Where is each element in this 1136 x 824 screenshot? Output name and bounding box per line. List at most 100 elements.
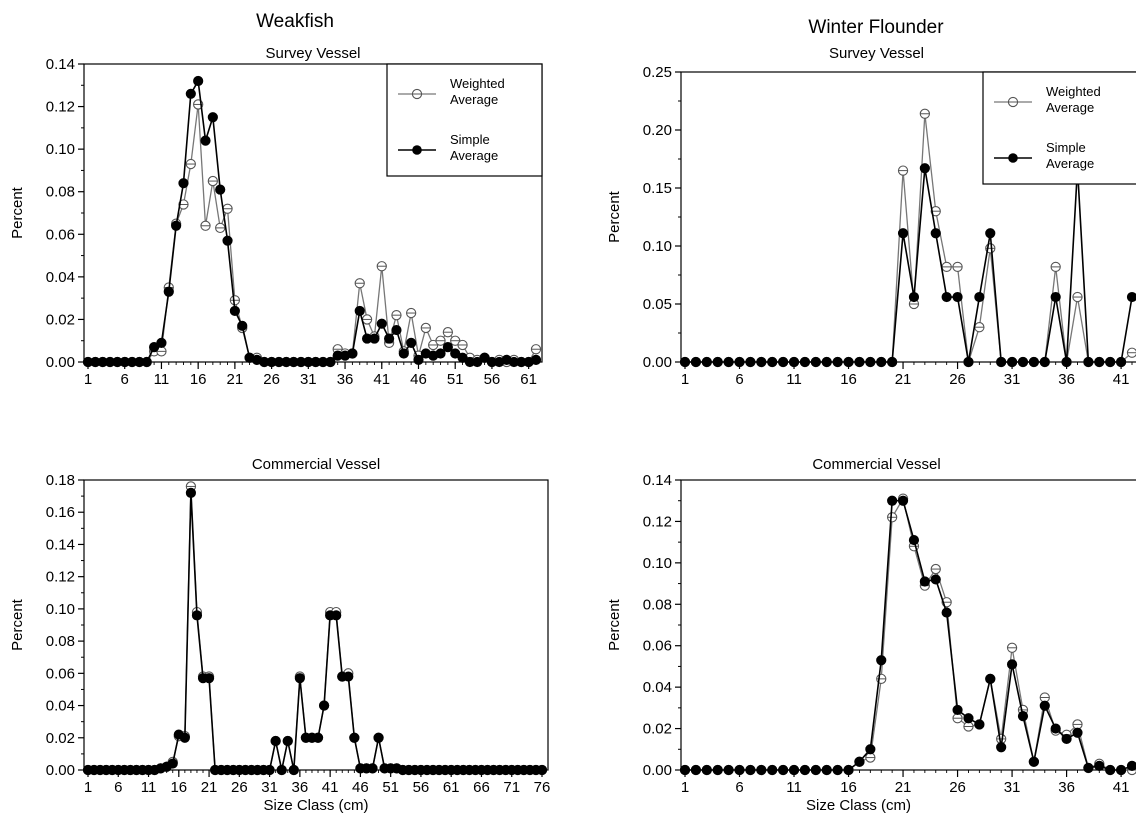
point-simple-average <box>810 764 821 776</box>
x-tick-label: 31 <box>1004 371 1021 388</box>
point-simple-average <box>530 354 542 365</box>
y-tick-label: 0.15 <box>643 180 672 197</box>
point-simple-average <box>897 228 909 239</box>
legend-label-weighted-2: Average <box>1046 100 1094 115</box>
x-tick-label: 26 <box>949 779 966 796</box>
point-simple-average <box>1061 733 1072 745</box>
x-tick-label: 56 <box>413 779 430 796</box>
series-line-weighted-average <box>685 496 1132 771</box>
x-tick-label: 41 <box>1113 779 1130 796</box>
chart-panel-3: Commercial Vessel 0.00 0.02 0.04 0.06 0.08 0.1… <box>9 456 550 814</box>
y-tick-label: 0.14 <box>46 536 75 553</box>
point-simple-average <box>876 356 887 368</box>
y-tick-label: 0.00 <box>643 762 672 779</box>
y-tick-label: 0.02 <box>643 721 672 738</box>
panel-subtitle: Commercial Vessel <box>812 456 940 473</box>
point-simple-average <box>398 348 409 359</box>
point-simple-average <box>854 356 865 368</box>
point-simple-average <box>331 610 342 621</box>
point-simple-average <box>778 356 789 368</box>
point-simple-average <box>897 495 909 506</box>
point-simple-average <box>930 228 941 239</box>
x-tick-label: 16 <box>840 371 857 388</box>
y-tick-label: 0.02 <box>46 311 75 328</box>
point-simple-average <box>312 732 324 743</box>
point-simple-average <box>854 756 865 767</box>
point-simple-average <box>1083 356 1094 368</box>
x-tick-label: 16 <box>190 371 207 388</box>
x-tick-label: 26 <box>949 371 966 388</box>
panel-subtitle: Survey Vessel <box>829 45 924 62</box>
y-tick-label: 0.08 <box>46 633 75 650</box>
point-simple-average <box>985 673 996 684</box>
legend-label-weighted-2: Average <box>450 92 498 107</box>
point-simple-average <box>276 764 287 776</box>
x-axis-label: Size Class (cm) <box>806 797 911 814</box>
point-simple-average <box>1105 764 1116 776</box>
point-simple-average <box>690 356 702 368</box>
point-simple-average <box>270 735 281 747</box>
point-simple-average <box>1006 356 1018 368</box>
point-simple-average <box>156 337 167 348</box>
point-simple-average <box>1115 356 1127 368</box>
y-tick-label: 0.00 <box>643 354 672 371</box>
x-tick-label: 51 <box>447 371 464 388</box>
point-simple-average <box>941 291 952 303</box>
x-tick-label: 36 <box>337 371 354 388</box>
x-tick-label: 21 <box>895 779 912 796</box>
x-tick-label: 11 <box>786 779 802 796</box>
point-simple-average <box>1039 356 1050 368</box>
point-simple-average <box>1039 700 1050 711</box>
point-simple-average <box>200 135 211 146</box>
point-simple-average <box>413 354 424 365</box>
point-simple-average <box>832 356 843 368</box>
point-simple-average <box>723 356 734 368</box>
y-tick-label: 0.06 <box>46 665 75 682</box>
point-simple-average <box>941 607 952 618</box>
x-axis-label: Size Class (cm) <box>263 797 368 814</box>
y-tick-label: 0.04 <box>46 698 75 715</box>
x-tick-label: 6 <box>735 779 743 796</box>
point-simple-average <box>810 356 821 368</box>
point-simple-average <box>1083 762 1094 774</box>
point-simple-average <box>288 764 299 776</box>
point-simple-average <box>1105 356 1116 368</box>
x-tick-label: 1 <box>84 371 92 388</box>
y-tick-label: 0.04 <box>643 679 672 696</box>
point-simple-average <box>294 673 305 684</box>
point-simple-average <box>349 732 360 743</box>
point-simple-average <box>745 356 756 368</box>
x-tick-label: 31 <box>261 779 278 796</box>
x-tick-label: 31 <box>300 371 317 388</box>
y-tick-label: 0.12 <box>46 569 75 586</box>
point-simple-average <box>1094 760 1105 771</box>
point-simple-average <box>1028 756 1039 767</box>
legend-label-simple-1: Simple <box>1046 140 1086 155</box>
point-simple-average <box>282 735 293 747</box>
point-simple-average <box>919 576 930 587</box>
y-tick-label: 0.08 <box>643 596 672 613</box>
x-tick-label: 21 <box>201 779 218 796</box>
legend-label-weighted-1: Weighted <box>450 76 505 91</box>
y-tick-label: 0.06 <box>643 638 672 655</box>
legend-label-weighted-1: Weighted <box>1046 84 1101 99</box>
point-simple-average <box>679 764 691 776</box>
y-tick-label: 0.10 <box>643 238 672 255</box>
x-tick-label: 31 <box>1004 779 1021 796</box>
point-simple-average <box>347 348 358 359</box>
x-tick-label: 41 <box>322 779 339 796</box>
point-simple-average <box>701 764 712 776</box>
x-tick-label: 46 <box>410 371 427 388</box>
point-simple-average <box>1061 356 1072 368</box>
x-tick-label: 61 <box>520 371 537 388</box>
point-simple-average <box>974 719 985 730</box>
y-tick-label: 0.20 <box>643 122 672 139</box>
point-simple-average <box>185 88 196 99</box>
chart-panel-1: Survey Vessel 0.00 0.02 0.04 0.06 0.08 0.10 0.1… <box>9 45 543 388</box>
point-simple-average <box>1050 723 1061 734</box>
y-tick-label: 0.10 <box>46 601 75 618</box>
point-simple-average <box>952 291 963 303</box>
point-simple-average <box>373 732 384 743</box>
point-simple-average <box>203 673 215 684</box>
